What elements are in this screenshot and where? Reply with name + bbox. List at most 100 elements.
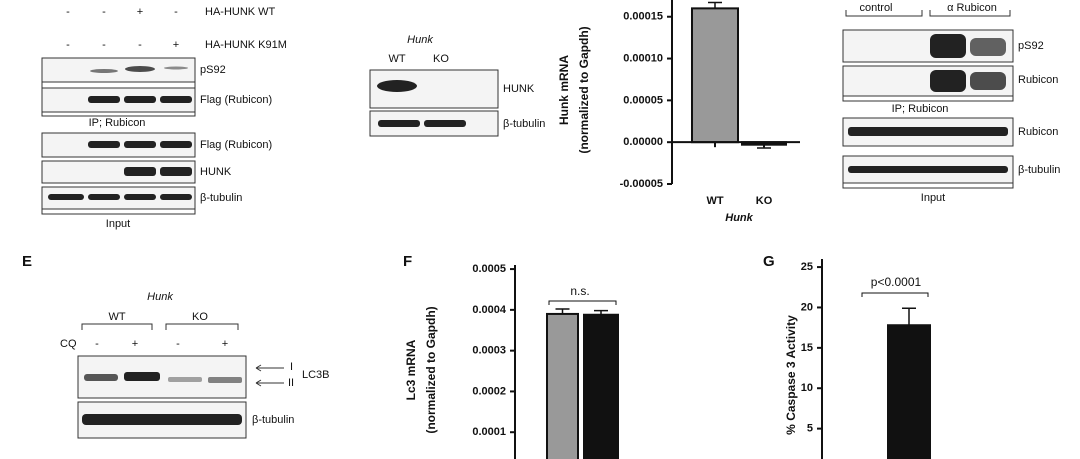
bracket xyxy=(41,82,196,117)
sign: - xyxy=(174,6,178,18)
bar xyxy=(583,313,619,459)
sign: - xyxy=(138,39,142,51)
band xyxy=(124,96,156,103)
band xyxy=(378,120,420,127)
bar xyxy=(691,7,739,144)
bar-chart: -0.00005 0.00000 0.00005 0.00010 0.00015 Hunk… xyxy=(557,0,800,224)
sign: + xyxy=(137,6,143,18)
panel-e: E Hunk WT KO CQ - + - + I II LC3B β-tubu… xyxy=(22,253,330,439)
arrow xyxy=(255,364,284,387)
y-tick-label: 0.0003 xyxy=(472,345,506,357)
blot-label: β-tubulin xyxy=(252,414,294,426)
blot-label: Rubicon xyxy=(1018,74,1058,86)
bracket xyxy=(81,323,239,330)
band xyxy=(848,166,1008,173)
error-bar xyxy=(708,1,722,9)
annotation: p<0.0001 xyxy=(871,275,922,289)
band-label: I xyxy=(290,361,293,373)
band xyxy=(48,194,84,200)
blot-label: Flag (Rubicon) xyxy=(200,139,272,151)
y-tick-label: 0.00015 xyxy=(623,11,663,23)
band xyxy=(88,96,120,103)
panel-letter: F xyxy=(403,253,412,270)
bar-chart: F 0.0001 0.0002 0.0003 0.0004 0.0005 Lc3 mRNA (… xyxy=(403,253,619,459)
panel-a: - - + - HA-HUNK WT - - - + HA-HUNK K91M … xyxy=(41,6,287,230)
bar xyxy=(887,324,931,459)
band xyxy=(124,372,160,381)
y-tick-label: 0.00005 xyxy=(623,94,663,106)
y-tick-label: 15 xyxy=(801,342,813,354)
y-tick-label: 0.00000 xyxy=(623,136,663,148)
significance-bracket xyxy=(548,300,617,305)
y-tick-label: 0.0004 xyxy=(472,304,507,316)
band xyxy=(848,127,1008,136)
band xyxy=(124,194,156,200)
bracket xyxy=(842,183,1014,189)
group-label: α Rubicon xyxy=(947,2,997,14)
blot-label: HUNK xyxy=(503,83,535,95)
x-tick-label: KO xyxy=(756,195,773,207)
panel-d: control α Rubicon pS92 Rubicon IP; Rubic… xyxy=(842,2,1060,204)
panel-b: Hunk WT KO HUNK β-tubulin xyxy=(369,34,545,137)
gene-label: Hunk xyxy=(407,34,433,46)
y-tick-label: -0.00005 xyxy=(620,178,663,190)
band xyxy=(124,141,156,148)
band xyxy=(125,66,155,72)
x-tick-label: WT xyxy=(706,195,723,207)
band xyxy=(90,69,118,73)
sign: - xyxy=(66,39,70,51)
blot-label: pS92 xyxy=(200,64,226,76)
bar xyxy=(546,312,579,459)
blot-label: β-tubulin xyxy=(200,192,242,204)
band xyxy=(208,377,242,383)
panel-letter: G xyxy=(763,253,775,270)
band xyxy=(88,141,120,148)
y-tick-label: 0.0001 xyxy=(472,426,506,438)
y-tick-label: 0.00010 xyxy=(623,52,663,64)
band xyxy=(424,120,466,127)
ip-label: IP; Rubicon xyxy=(892,103,949,115)
y-tick-label: 0.0005 xyxy=(472,263,506,275)
band xyxy=(164,66,188,70)
group-label: control xyxy=(859,2,892,14)
group-label: KO xyxy=(433,53,449,65)
band-label: II xyxy=(288,377,294,389)
blot-label: pS92 xyxy=(1018,40,1044,52)
gene-label: Hunk xyxy=(147,291,173,303)
y-axis-label: % Caspase 3 Activity xyxy=(784,315,798,435)
band xyxy=(82,414,242,425)
band xyxy=(970,38,1006,56)
bracket xyxy=(845,10,1011,17)
input-label: Input xyxy=(921,192,945,204)
ip-label: IP; Rubicon xyxy=(89,117,146,129)
band xyxy=(970,72,1006,90)
y-tick-label: 5 xyxy=(807,423,813,435)
significance-bracket xyxy=(861,292,929,297)
x-axis-label: Hunk xyxy=(725,212,753,224)
band xyxy=(160,194,192,200)
sign: + xyxy=(132,338,138,350)
y-axis-label: Lc3 mRNA xyxy=(404,339,418,400)
y-tick-label: 20 xyxy=(801,301,813,313)
protein-label: LC3B xyxy=(302,369,330,381)
y-axis-label: (normalized to Gapdh) xyxy=(577,26,591,153)
sign: + xyxy=(173,39,179,51)
band xyxy=(88,194,120,200)
band xyxy=(124,167,156,176)
bracket xyxy=(842,96,1014,102)
sign: - xyxy=(102,39,106,51)
error-bar xyxy=(902,307,916,326)
band xyxy=(168,377,202,382)
bar-chart: G 5 10 15 20 25 % Caspase 3 Activity p<0.0001 xyxy=(763,253,931,459)
bracket xyxy=(41,209,196,215)
blot xyxy=(41,160,196,184)
band xyxy=(930,70,966,92)
error-bar xyxy=(555,308,570,314)
row-label: HA-HUNK WT xyxy=(205,6,276,18)
group-label: WT xyxy=(388,53,405,65)
band xyxy=(160,141,192,148)
sign: - xyxy=(66,6,70,18)
blot-label: Flag (Rubicon) xyxy=(200,94,272,106)
treatment-label: CQ xyxy=(60,338,77,350)
